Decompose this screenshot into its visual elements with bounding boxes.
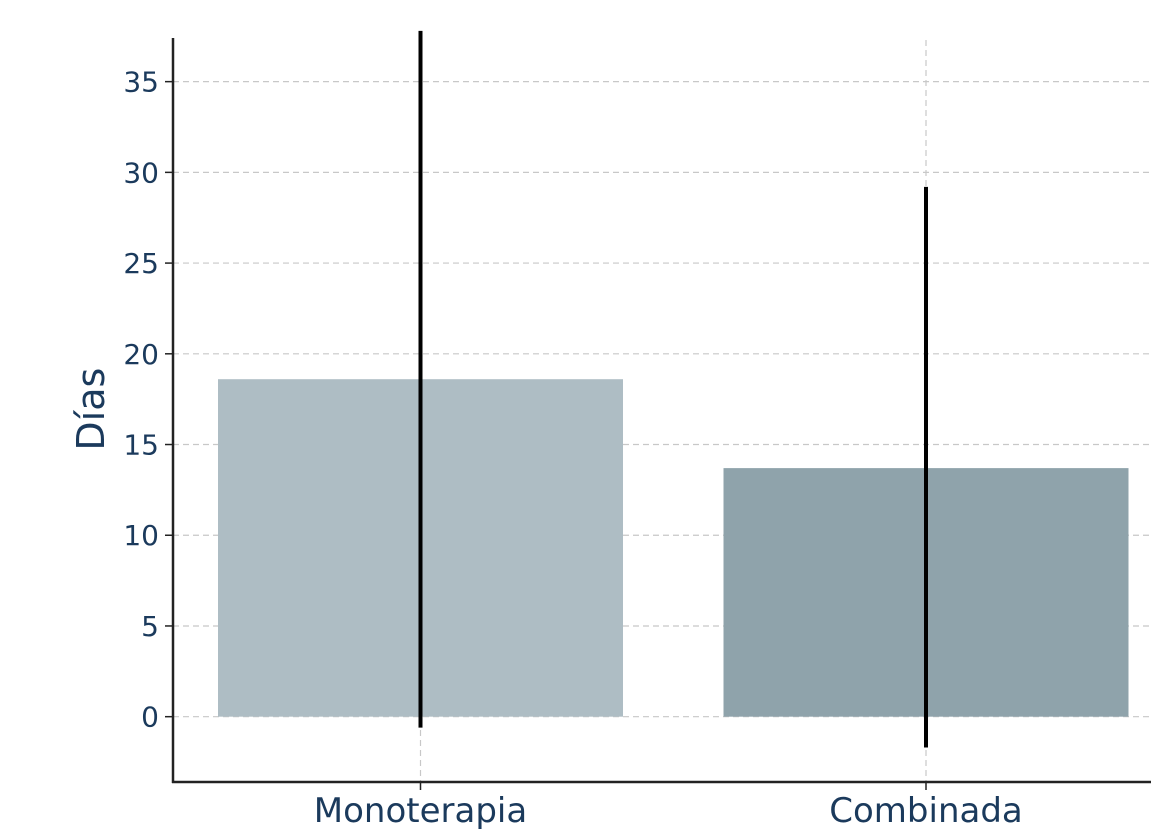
- x-tick-label: Combinada: [829, 791, 1023, 831]
- error-bars: [418, 30, 928, 748]
- y-tick-label: 25: [123, 247, 159, 280]
- y-tick-label: 30: [123, 156, 159, 189]
- y-tick-label: 20: [123, 338, 159, 371]
- y-tick-label: 0: [141, 701, 159, 734]
- y-tick-label: 35: [123, 66, 159, 99]
- x-tick-label: Monoterapia: [314, 791, 527, 831]
- y-tick-label: 10: [123, 519, 159, 552]
- y-tick-label: 5: [141, 610, 159, 643]
- bars: [218, 379, 1129, 717]
- y-axis-title: Días: [69, 368, 113, 451]
- axes: 0 5 10 15 20 25 30 35 Monoterapia Combinada: [123, 38, 1151, 831]
- y-tick-label: 15: [123, 429, 159, 462]
